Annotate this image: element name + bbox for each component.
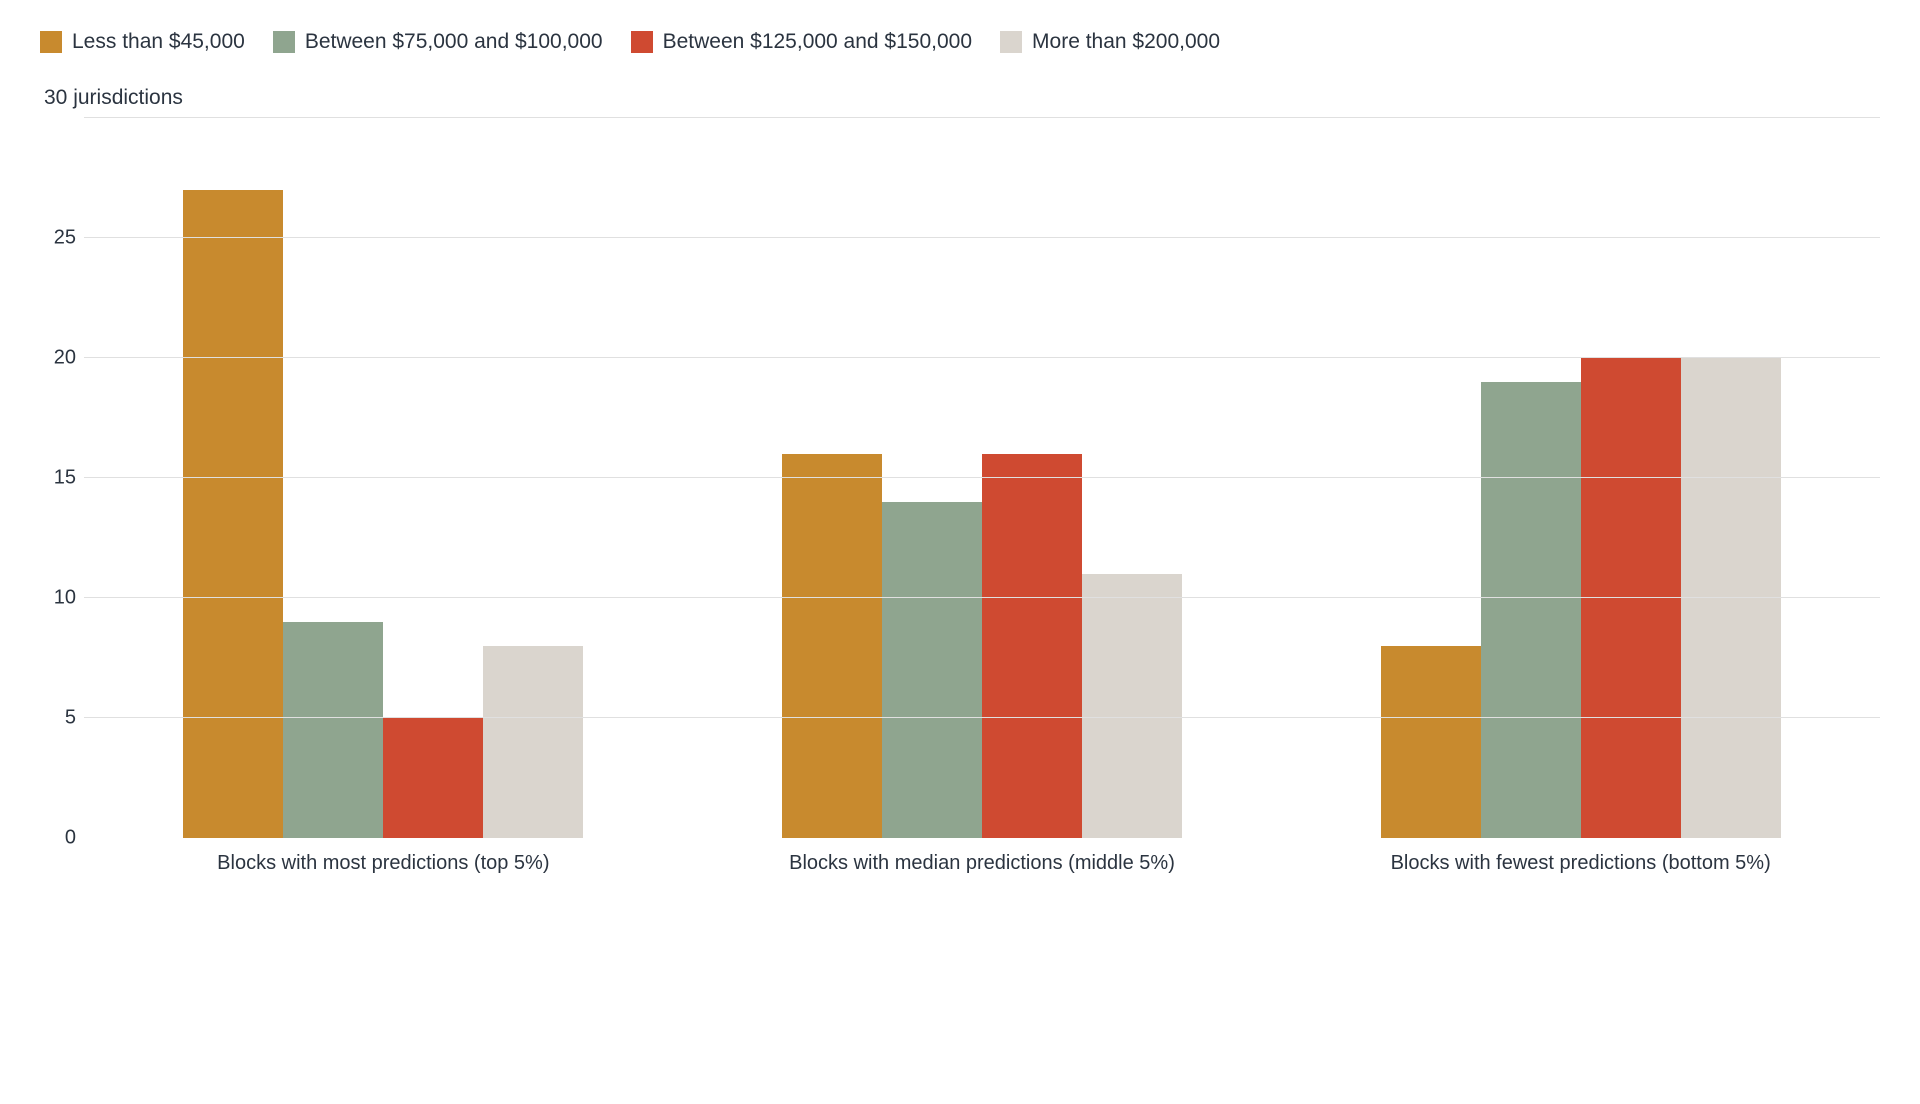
bar-group [84, 118, 683, 838]
bar-group [683, 118, 1282, 838]
x-tick-label: Blocks with median predictions (middle 5… [683, 852, 1282, 875]
plot-area [84, 118, 1880, 838]
legend-item: Less than $45,000 [40, 30, 245, 54]
legend-swatch [40, 31, 62, 53]
legend-swatch [631, 31, 653, 53]
legend-label: Between $75,000 and $100,000 [305, 30, 603, 54]
legend-label: Between $125,000 and $150,000 [663, 30, 972, 54]
bar [183, 190, 283, 838]
bar [782, 454, 882, 838]
bar [1082, 574, 1182, 838]
y-tick-label: 15 [54, 467, 76, 490]
legend-swatch [273, 31, 295, 53]
y-tick-label: 10 [54, 587, 76, 610]
bar [982, 454, 1082, 838]
legend-item: More than $200,000 [1000, 30, 1220, 54]
bar [1381, 646, 1481, 838]
x-tick-label: Blocks with most predictions (top 5%) [84, 852, 683, 875]
bar [1681, 358, 1781, 838]
legend-label: Less than $45,000 [72, 30, 245, 54]
x-axis: Blocks with most predictions (top 5%)Blo… [84, 852, 1880, 875]
legend-item: Between $75,000 and $100,000 [273, 30, 603, 54]
plot-wrap: 0 5 10 15 20 25 Blocks with most predictions … [40, 118, 1880, 875]
bar [882, 502, 982, 838]
bar-groups [84, 118, 1880, 838]
y-tick-label: 0 [65, 827, 76, 850]
gridline [84, 717, 1880, 718]
jurisdictions-grouped-bar-chart: Less than $45,000 Between $75,000 and $10… [40, 30, 1880, 875]
gridline [84, 597, 1880, 598]
bar [383, 718, 483, 838]
legend-label: More than $200,000 [1032, 30, 1220, 54]
plot: 0510152025 [40, 118, 1880, 838]
chart-legend: Less than $45,000 Between $75,000 and $10… [40, 30, 1880, 54]
bar [1481, 382, 1581, 838]
bar-group [1281, 118, 1880, 838]
legend-item: Between $125,000 and $150,000 [631, 30, 972, 54]
gridline [84, 357, 1880, 358]
y-tick-label: 5 [65, 707, 76, 730]
gridline [84, 477, 1880, 478]
gridline [84, 237, 1880, 238]
bar [283, 622, 383, 838]
x-tick-label: Blocks with fewest predictions (bottom 5… [1281, 852, 1880, 875]
gridline [84, 117, 1880, 118]
bar [1581, 358, 1681, 838]
y-tick-label: 20 [54, 347, 76, 370]
bar [483, 646, 583, 838]
legend-swatch [1000, 31, 1022, 53]
y-axis: 0510152025 [40, 118, 84, 838]
y-tick-label: 25 [54, 227, 76, 250]
y-axis-title: 30 jurisdictions [40, 86, 1880, 110]
